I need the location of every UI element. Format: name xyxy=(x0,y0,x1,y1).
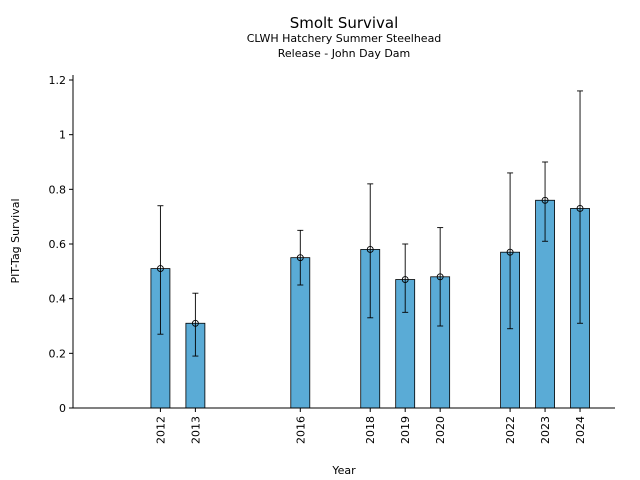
point-marker-2018 xyxy=(366,246,374,253)
x-tick-label-2020: 2020 xyxy=(434,416,447,444)
y-tick-label: 0.6 xyxy=(49,238,67,251)
y-tick-label: 0.4 xyxy=(49,293,67,306)
chart-title: Smolt Survival xyxy=(290,14,399,32)
x-axis-label: Year xyxy=(331,464,356,477)
x-tick-label-2022: 2022 xyxy=(504,416,517,444)
y-tick-label: 1.2 xyxy=(49,74,67,87)
x-tick-label-2016: 2016 xyxy=(294,416,307,444)
point-marker-2012 xyxy=(156,265,164,273)
x-tick-label-2019: 2019 xyxy=(399,416,412,444)
point-marker-2020 xyxy=(436,273,444,281)
chart-subtitle-line-1: CLWH Hatchery Summer Steelhead xyxy=(247,32,442,45)
y-tick-label: 1 xyxy=(59,129,66,142)
point-marker-2023 xyxy=(541,196,549,204)
y-tick-label: 0 xyxy=(59,402,66,415)
y-axis-label: PIT-Tag Survival xyxy=(9,198,22,283)
chart-subtitle-line-2: Release - John Day Dam xyxy=(278,47,411,60)
plot-area: 0 0.2 0.4 0.6 0.8 1 1.2 2012 2013 2016 2018 2019 202… xyxy=(49,74,590,444)
x-tick-label-2024: 2024 xyxy=(574,416,587,444)
x-tick-label-2023: 2023 xyxy=(539,416,552,444)
point-marker-2019 xyxy=(401,276,409,283)
x-tick-label-2012: 2012 xyxy=(154,416,167,444)
y-tick-label: 0.8 xyxy=(49,183,67,196)
point-marker-2016 xyxy=(296,254,304,262)
point-marker-2022 xyxy=(506,248,514,256)
y-tick-label: 0.2 xyxy=(49,347,67,360)
point-marker-2024 xyxy=(576,205,584,212)
x-tick-label-2013: 2013 xyxy=(189,416,202,444)
x-tick-label-2018: 2018 xyxy=(364,416,377,444)
point-marker-2013 xyxy=(191,319,199,327)
